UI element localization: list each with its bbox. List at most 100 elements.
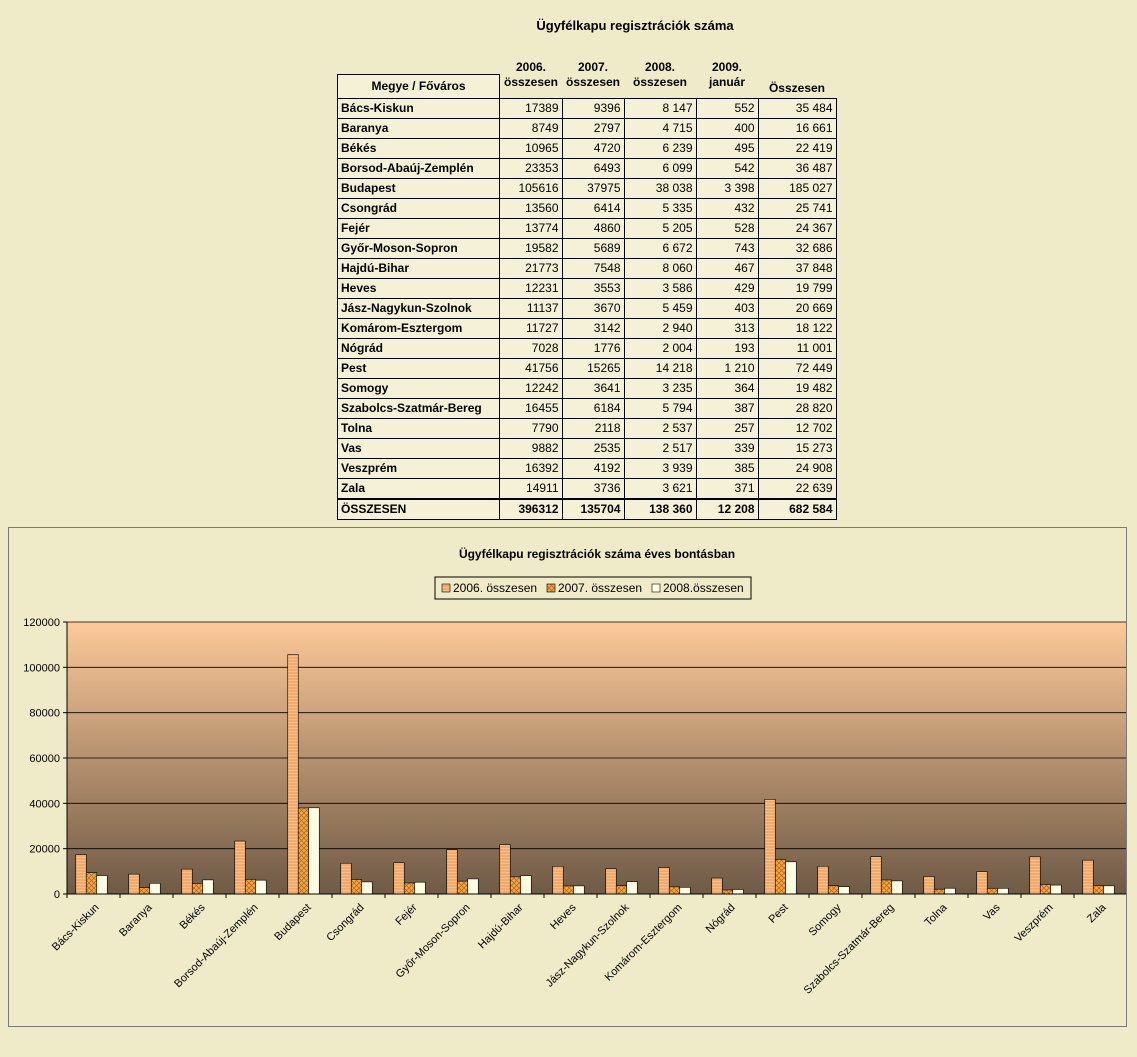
value-c2006: 16455 bbox=[499, 398, 563, 419]
bar-1 bbox=[191, 883, 204, 895]
value-total: 18 122 bbox=[757, 318, 837, 339]
value-total: 25 741 bbox=[757, 198, 837, 219]
bar-2 bbox=[573, 885, 585, 895]
bar-0 bbox=[1029, 856, 1041, 895]
y-tick-label: 20000 bbox=[29, 844, 60, 856]
value-c2006: 21773 bbox=[499, 258, 563, 279]
value-c2006: 10965 bbox=[499, 138, 563, 159]
bar-1 bbox=[615, 885, 628, 895]
county-name: Baranya bbox=[337, 118, 500, 139]
value-c2009: 542 bbox=[695, 158, 759, 179]
value-c2008: 5 794 bbox=[623, 398, 697, 419]
value-total: 19 482 bbox=[757, 378, 837, 399]
county-name: Somogy bbox=[337, 378, 500, 399]
x-tick-label: Nógrád bbox=[704, 902, 738, 936]
header-2009: 2009. január bbox=[708, 59, 745, 89]
value-c2008: 3 235 bbox=[623, 378, 697, 399]
bar-0 bbox=[340, 862, 352, 895]
table-row: Hajdú-Bihar 21773 7548 8 060 467 37 848 bbox=[337, 258, 837, 279]
county-name: Borsod-Abaúj-Zemplén bbox=[337, 158, 500, 179]
total-row: ÖSSZESEN 396312 135704 138 360 12 208 68… bbox=[337, 498, 837, 520]
value-c2008: 8 060 bbox=[623, 258, 697, 279]
table-row: Szabolcs-Szatmár-Bereg 16455 6184 5 794 387 2… bbox=[337, 398, 837, 419]
header-2007: 2007. összesen bbox=[565, 59, 621, 89]
value-c2009: 1 210 bbox=[695, 358, 759, 379]
bar-0 bbox=[287, 654, 299, 895]
x-tick-label: Békés bbox=[178, 901, 208, 931]
value-c2006: 41756 bbox=[499, 358, 563, 379]
bar-0 bbox=[711, 877, 723, 895]
value-c2008: 6 099 bbox=[623, 158, 697, 179]
county-name: Győr-Moson-Sopron bbox=[337, 238, 500, 259]
table-row: Tolna 7790 2118 2 537 257 12 702 bbox=[337, 418, 837, 439]
value-total: 24 908 bbox=[757, 458, 837, 479]
table-row: Vas 9882 2535 2 517 339 15 273 bbox=[337, 438, 837, 459]
bar-1 bbox=[827, 885, 840, 895]
table-row: Pest 41756 15265 14 218 1 210 72 449 bbox=[337, 358, 837, 379]
county-name: Heves bbox=[337, 278, 500, 299]
bar-1 bbox=[244, 878, 257, 895]
bar-0 bbox=[764, 799, 776, 895]
bar-1 bbox=[509, 876, 522, 895]
value-c2009: 429 bbox=[695, 278, 759, 299]
table-row: Bács-Kiskun 17389 9396 8 147 552 35 484 bbox=[337, 98, 837, 119]
bar-0 bbox=[234, 840, 246, 895]
value-c2006: 23353 bbox=[499, 158, 563, 179]
value-c2007: 5689 bbox=[561, 238, 625, 259]
table-row: Zala 14911 3736 3 621 371 22 639 bbox=[337, 478, 837, 500]
value-c2006: 9882 bbox=[499, 438, 563, 459]
value-c2006: 13774 bbox=[499, 218, 563, 239]
value-c2009: 385 bbox=[695, 458, 759, 479]
value-total: 19 799 bbox=[757, 278, 837, 299]
value-c2008: 8 147 bbox=[623, 98, 697, 119]
value-c2006: 7028 bbox=[499, 338, 563, 359]
value-c2006: 11137 bbox=[499, 298, 563, 319]
value-c2007: 9396 bbox=[561, 98, 625, 119]
bar-0 bbox=[499, 844, 511, 895]
bar-2 bbox=[96, 875, 108, 895]
table-row: Veszprém 16392 4192 3 939 385 24 908 bbox=[337, 458, 837, 479]
bar-0 bbox=[181, 868, 193, 895]
chart-title: Ügyfélkapu regisztrációk száma éves bont… bbox=[459, 546, 735, 561]
table-row: Csongrád 13560 6414 5 335 432 25 741 bbox=[337, 198, 837, 219]
header-spacer bbox=[338, 51, 500, 75]
value-c2006: 105616 bbox=[499, 178, 563, 199]
legend-label: 2006. összesen bbox=[453, 581, 537, 595]
table-row: Heves 12231 3553 3 586 429 19 799 bbox=[337, 278, 837, 299]
header-2006: 2006. összesen bbox=[503, 59, 559, 89]
value-total: 24 367 bbox=[757, 218, 837, 239]
value-c2007: 37975 bbox=[561, 178, 625, 199]
value-c2007: 4720 bbox=[561, 138, 625, 159]
value-total: 72 449 bbox=[757, 358, 837, 379]
bar-1 bbox=[562, 885, 575, 895]
legend-box bbox=[434, 576, 752, 600]
value-c2009: 743 bbox=[695, 238, 759, 259]
value-c2009: 528 bbox=[695, 218, 759, 239]
table-row: Jász-Nagykun-Szolnok 11137 3670 5 459 403 20 … bbox=[337, 298, 837, 319]
value-c2007: 4192 bbox=[561, 458, 625, 479]
value-c2007: 7548 bbox=[561, 258, 625, 279]
table-title: Ügyfélkapu regisztrációk száma bbox=[536, 18, 734, 33]
value-c2009: 313 bbox=[695, 318, 759, 339]
table-row: Budapest 105616 37975 38 038 3 398 185 027 bbox=[337, 178, 837, 199]
bar-0 bbox=[923, 876, 935, 895]
value-c2009: 467 bbox=[695, 258, 759, 279]
bar-0 bbox=[605, 868, 617, 895]
bar-0 bbox=[446, 849, 458, 895]
value-c2009: 371 bbox=[695, 478, 759, 500]
county-name: Fejér bbox=[337, 218, 500, 239]
y-tick-label: 80000 bbox=[29, 708, 60, 720]
x-tick-label: Csongrád bbox=[324, 902, 366, 944]
county-name: Vas bbox=[337, 438, 500, 459]
value-c2007: 3670 bbox=[561, 298, 625, 319]
bar-2 bbox=[467, 878, 479, 895]
value-c2007: 1776 bbox=[561, 338, 625, 359]
x-tick-label: Szabolcs-Szatmár-Bereg bbox=[802, 902, 897, 997]
value-c2007: 2535 bbox=[561, 438, 625, 459]
value-c2009: 403 bbox=[695, 298, 759, 319]
value-total: 20 669 bbox=[757, 298, 837, 319]
value-c2008: 38 038 bbox=[623, 178, 697, 199]
county-name: Tolna bbox=[337, 418, 500, 439]
header-county: Megye / Főváros bbox=[337, 74, 500, 99]
county-name: Szabolcs-Szatmár-Bereg bbox=[337, 398, 500, 419]
